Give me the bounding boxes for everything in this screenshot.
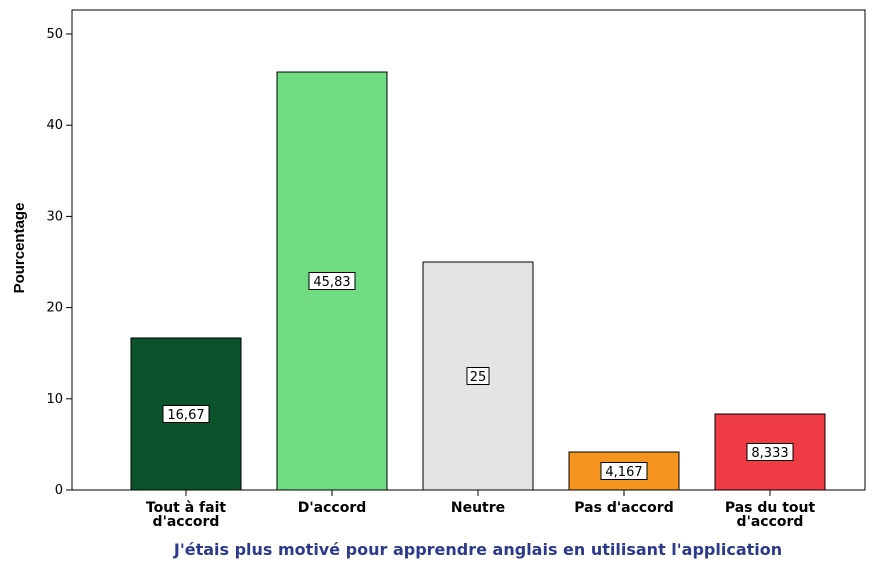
- data-label: 4,167: [605, 465, 642, 480]
- y-tick-label: 0: [55, 483, 63, 498]
- x-tick-label: d'accord: [737, 514, 804, 530]
- y-tick-label: 30: [46, 209, 63, 224]
- x-tick-label: Tout à fait: [146, 500, 227, 516]
- y-tick-label: 40: [46, 118, 63, 133]
- y-tick-label: 50: [46, 27, 63, 42]
- data-label: 45,83: [313, 275, 350, 290]
- x-axis-title: J'étais plus motivé pour apprendre angla…: [173, 540, 782, 559]
- data-label-box: [162, 404, 210, 423]
- data-label-box: [600, 461, 648, 480]
- x-tick-label: Pas du tout: [725, 500, 816, 516]
- data-label: 8,333: [751, 446, 788, 461]
- y-tick-label: 10: [46, 392, 63, 407]
- data-label-box: [466, 367, 490, 385]
- data-label-box: [746, 443, 794, 462]
- x-tick-label: D'accord: [298, 500, 367, 516]
- y-axis-title: Pourcentage: [11, 203, 28, 294]
- x-tick-label: d'accord: [153, 514, 220, 530]
- data-label: 25: [470, 370, 487, 385]
- data-label: 16,67: [167, 408, 204, 423]
- y-tick-label: 20: [46, 301, 63, 316]
- x-tick-label: Pas d'accord: [574, 500, 673, 516]
- x-tick-label: Neutre: [451, 500, 505, 516]
- data-label-box: [308, 272, 356, 291]
